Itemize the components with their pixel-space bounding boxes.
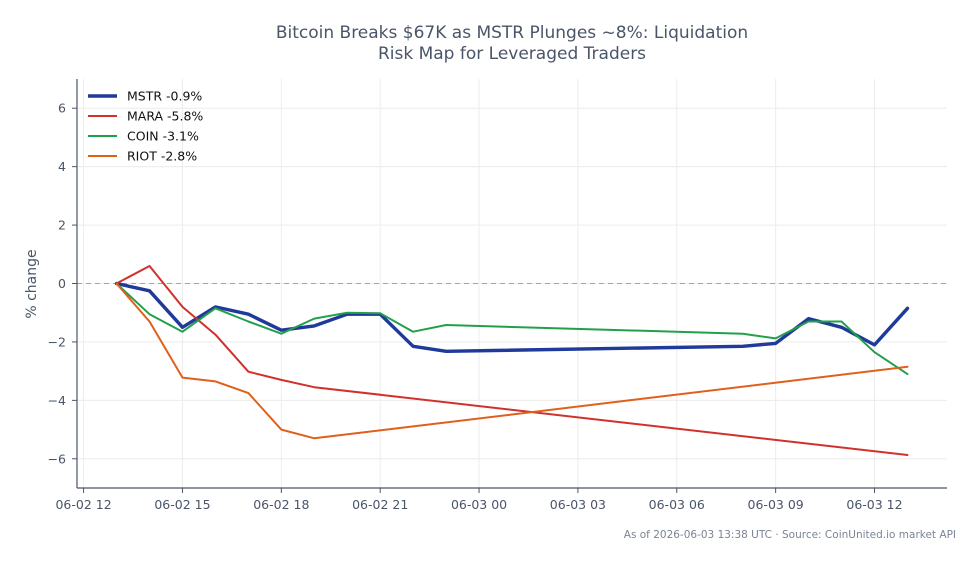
x-axis-ticks: 06-02 12 06-02 15 06-02 18 06-02 21 06-03 00… <box>55 488 903 512</box>
y-tick-label: 6 <box>58 101 66 116</box>
y-axis-label: % change <box>24 249 40 318</box>
x-tick-label: 06-02 21 <box>352 497 408 512</box>
x-tick-label: 06-03 00 <box>451 497 507 512</box>
x-tick-label: 06-02 12 <box>55 497 111 512</box>
chart-title-line: Bitcoin Breaks $67K as MSTR Plunges ~8%:… <box>276 23 748 43</box>
y-tick-label: 0 <box>58 276 66 291</box>
y-axis-ticks: −6 −4 −2 0 2 4 6 <box>48 101 77 466</box>
legend-label: RIOT -2.8% <box>127 149 197 164</box>
legend-label: MSTR -0.9% <box>127 89 202 104</box>
x-tick-label: 06-03 09 <box>748 497 804 512</box>
x-tick-label: 06-03 06 <box>649 497 705 512</box>
series-line-coin <box>115 282 909 376</box>
x-tick-label: 06-03 12 <box>846 497 902 512</box>
chart-title-line: Risk Map for Leveraged Traders <box>378 44 646 64</box>
x-tick-label: 06-02 18 <box>253 497 309 512</box>
y-tick-label: 2 <box>58 218 66 233</box>
series-line-riot <box>115 282 909 440</box>
x-tick-label: 06-03 03 <box>550 497 606 512</box>
y-tick-label: −2 <box>48 334 66 349</box>
x-tick-label: 06-02 15 <box>154 497 210 512</box>
y-tick-label: −4 <box>48 393 66 408</box>
series-line-mstr <box>114 281 910 353</box>
series-line-mara <box>115 265 909 456</box>
chart-title: Bitcoin Breaks $67K as MSTR Plunges ~8%:… <box>276 23 748 64</box>
series-lines <box>114 265 910 456</box>
y-tick-label: −6 <box>48 451 66 466</box>
y-tick-label: 4 <box>58 159 66 174</box>
legend-label: MARA -5.8% <box>127 109 203 124</box>
legend: MSTR -0.9% MARA -5.8% COIN -3.1% RIOT -2.8% <box>88 89 203 164</box>
legend-label: COIN -3.1% <box>127 129 199 144</box>
source-note: As of 2026-06-03 13:38 UTC · Source: Coi… <box>624 529 956 541</box>
